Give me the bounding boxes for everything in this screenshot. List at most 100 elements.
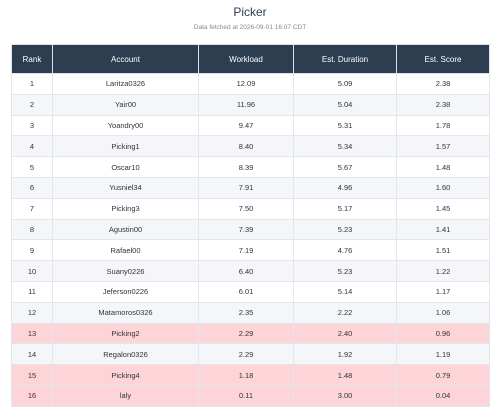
table-cell: Suany0226 [52,260,199,282]
table-cell: 8 [11,218,53,241]
table-row: 12 Matamoros0326 2.35 2.22 1.06 [11,301,490,324]
column-header: Workload [198,44,294,74]
table-cell: 1.78 [396,114,490,137]
table-cell: 1.45 [396,197,490,220]
table-row: 9 Rafael00 7.19 4.76 1.51 [11,239,490,262]
table-cell: 2.40 [293,322,397,345]
table-cell: Jeferson0226 [52,280,199,303]
table-cell: 7.39 [198,218,294,241]
table-cell: 6.40 [198,260,294,282]
column-header: Account [52,44,199,74]
table-row: 11 Jeferson0226 6.01 5.14 1.17 [11,280,490,303]
table-row: 15 Picking4 1.18 1.48 0.79 [11,364,490,386]
table-cell: 1.18 [198,364,294,386]
table-cell: Laritza0326 [52,73,199,95]
table-cell: 14 [11,343,53,366]
table-row: 1 Laritza0326 12.09 5.09 2.38 [11,73,490,95]
table-cell: 5.17 [293,197,397,220]
table-cell: laly [52,384,199,407]
table-row: 2 Yair00 11.96 5.04 2.38 [11,93,490,116]
table-cell: 6.01 [198,280,294,303]
table-cell: Picking3 [52,197,199,220]
table-cell: 1.41 [396,218,490,241]
table-row: 8 Agustin00 7.39 5.23 1.41 [11,218,490,241]
table-cell: Oscar10 [52,156,199,178]
page-title: Picker [233,5,267,19]
table-cell: 2.38 [396,73,490,95]
table-cell: 1.48 [293,364,397,386]
table-cell: 4.96 [293,176,397,199]
header-row: Rank Account Workload Est. Duration Est. Sco… [11,44,490,74]
table-cell: Picking1 [52,135,199,158]
table-row: 3 Yoandry00 9.47 5.31 1.78 [11,114,490,137]
table-cell: 7 [11,197,53,220]
table-cell: 5.67 [293,156,397,178]
table-cell: Picking2 [52,322,199,345]
table-cell: 4 [11,135,53,158]
table-cell: 7.19 [198,239,294,262]
table-cell: Yair00 [52,93,199,116]
column-header: Est. Duration [293,44,397,74]
table-cell: 5 [11,156,53,178]
table-cell: 0.96 [396,322,490,345]
table-cell: 12 [11,301,53,324]
table-cell: 5.34 [293,135,397,158]
table-cell: Picking4 [52,364,199,386]
table-cell: Yusniel34 [52,176,199,199]
table-cell: 3.00 [293,384,397,407]
table-cell: 16 [11,384,53,407]
table-cell: 7.91 [198,176,294,199]
table-cell: 2 [11,93,53,116]
table-row: 7 Picking3 7.50 5.17 1.45 [11,197,490,220]
table-cell: 5.23 [293,218,397,241]
table-cell: Yoandry00 [52,114,199,137]
table-cell: 6 [11,176,53,199]
table-cell: 7.50 [198,197,294,220]
table-cell: 9.47 [198,114,294,137]
table-cell: 2.38 [396,93,490,116]
table-row: 14 Regalon0326 2.29 1.92 1.19 [11,343,490,366]
table-cell: 5.14 [293,280,397,303]
table-cell: 2.35 [198,301,294,324]
table-row: 10 Suany0226 6.40 5.23 1.22 [11,260,490,282]
table-cell: 12.09 [198,73,294,95]
table-cell: 4.76 [293,239,397,262]
table-row: 13 Picking2 2.29 2.40 0.96 [11,322,490,345]
table-cell: 1.57 [396,135,490,158]
column-header: Rank [11,44,53,74]
table-cell: 8.40 [198,135,294,158]
table-row: 16 laly 0.11 3.00 0.04 [11,384,490,407]
table-cell: 0.04 [396,384,490,407]
table-cell: 2.22 [293,301,397,324]
table-cell: 0.79 [396,364,490,386]
data-table: Rank Account Workload Est. Duration Est. Sco… [11,44,490,407]
table-row: 6 Yusniel34 7.91 4.96 1.60 [11,176,490,199]
table-body: 1 Laritza0326 12.09 5.09 2.38 2 Yair00 11.96 5.0… [11,73,490,407]
table-cell: Matamoros0326 [52,301,199,324]
table-cell: 1.48 [396,156,490,178]
table-cell: 1.92 [293,343,397,366]
table-cell: 10 [11,260,53,282]
table-cell: Regalon0326 [52,343,199,366]
table-cell: 2.29 [198,343,294,366]
table-cell: 15 [11,364,53,386]
table-cell: 0.11 [198,384,294,407]
table-cell: 5.04 [293,93,397,116]
table-cell: 2.29 [198,322,294,345]
table-cell: 13 [11,322,53,345]
table-cell: 1.06 [396,301,490,324]
table-cell: 3 [11,114,53,137]
table-row: 4 Picking1 8.40 5.34 1.57 [11,135,490,158]
table-row: 5 Oscar10 8.39 5.67 1.48 [11,156,490,178]
table-cell: 11.96 [198,93,294,116]
table-cell: 1.17 [396,280,490,303]
table-cell: 1.22 [396,260,490,282]
table-cell: 5.23 [293,260,397,282]
table-cell: 1.19 [396,343,490,366]
table-cell: 11 [11,280,53,303]
page-subtitle: Data fetched at 2026-09-01 16:07 CDT [193,24,307,31]
table-cell: 5.09 [293,73,397,95]
table-cell: Agustin00 [52,218,199,241]
table-cell: Rafael00 [52,239,199,262]
